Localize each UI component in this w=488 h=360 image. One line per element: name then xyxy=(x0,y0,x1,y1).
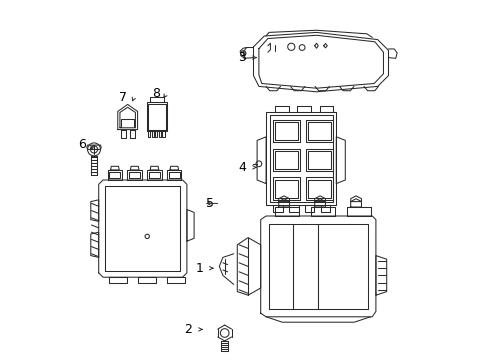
Text: 2: 2 xyxy=(184,323,192,336)
Text: 1: 1 xyxy=(195,262,203,275)
Text: 8: 8 xyxy=(152,87,160,100)
Text: 4: 4 xyxy=(238,161,246,174)
Text: 7: 7 xyxy=(119,91,127,104)
Text: 6: 6 xyxy=(78,138,86,150)
Text: 5: 5 xyxy=(205,197,213,210)
Text: 3: 3 xyxy=(238,51,246,64)
